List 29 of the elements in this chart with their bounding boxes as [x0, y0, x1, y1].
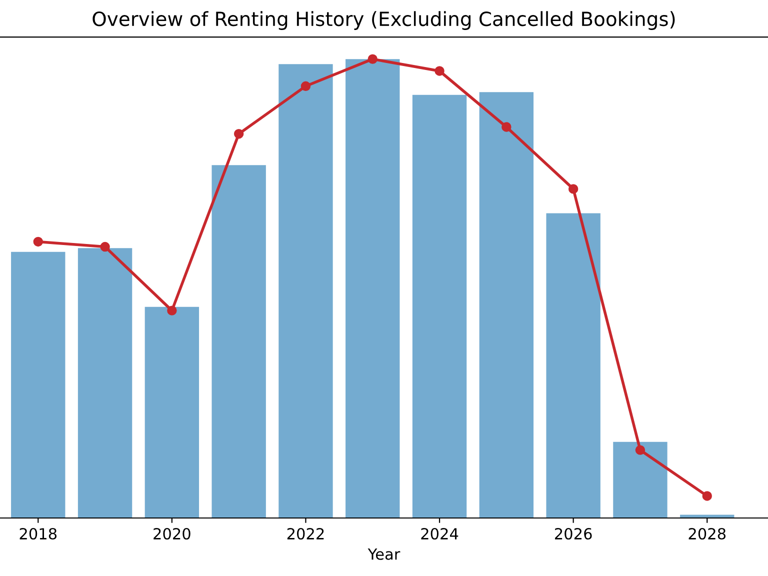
point [234, 129, 244, 139]
point [702, 491, 712, 501]
point [100, 242, 110, 252]
bar [479, 92, 534, 518]
bar [613, 442, 668, 518]
point [635, 445, 646, 455]
bar [412, 94, 467, 518]
bar [78, 248, 132, 518]
x-axis-title: Year [368, 548, 400, 560]
point [502, 122, 512, 132]
x-tick-label: 2022 [287, 528, 324, 540]
point [167, 306, 177, 316]
bar [346, 59, 400, 518]
point [33, 236, 43, 247]
point [368, 54, 378, 64]
bar [212, 165, 266, 518]
point [568, 184, 578, 194]
x-tick-label: 2018 [20, 528, 57, 540]
bar [144, 306, 200, 518]
point [300, 81, 311, 92]
x-tick-label: 2024 [421, 528, 458, 540]
bar [546, 213, 600, 518]
chart-title: Overview of Renting History (Excluding Cancelled Bookings) [92, 11, 675, 30]
bar [11, 252, 66, 518]
x-tick-label: 2028 [688, 528, 726, 540]
x-tick-label: 2020 [154, 528, 190, 540]
bar [278, 64, 333, 518]
point [434, 66, 444, 76]
x-tick-label: 2026 [555, 528, 592, 540]
